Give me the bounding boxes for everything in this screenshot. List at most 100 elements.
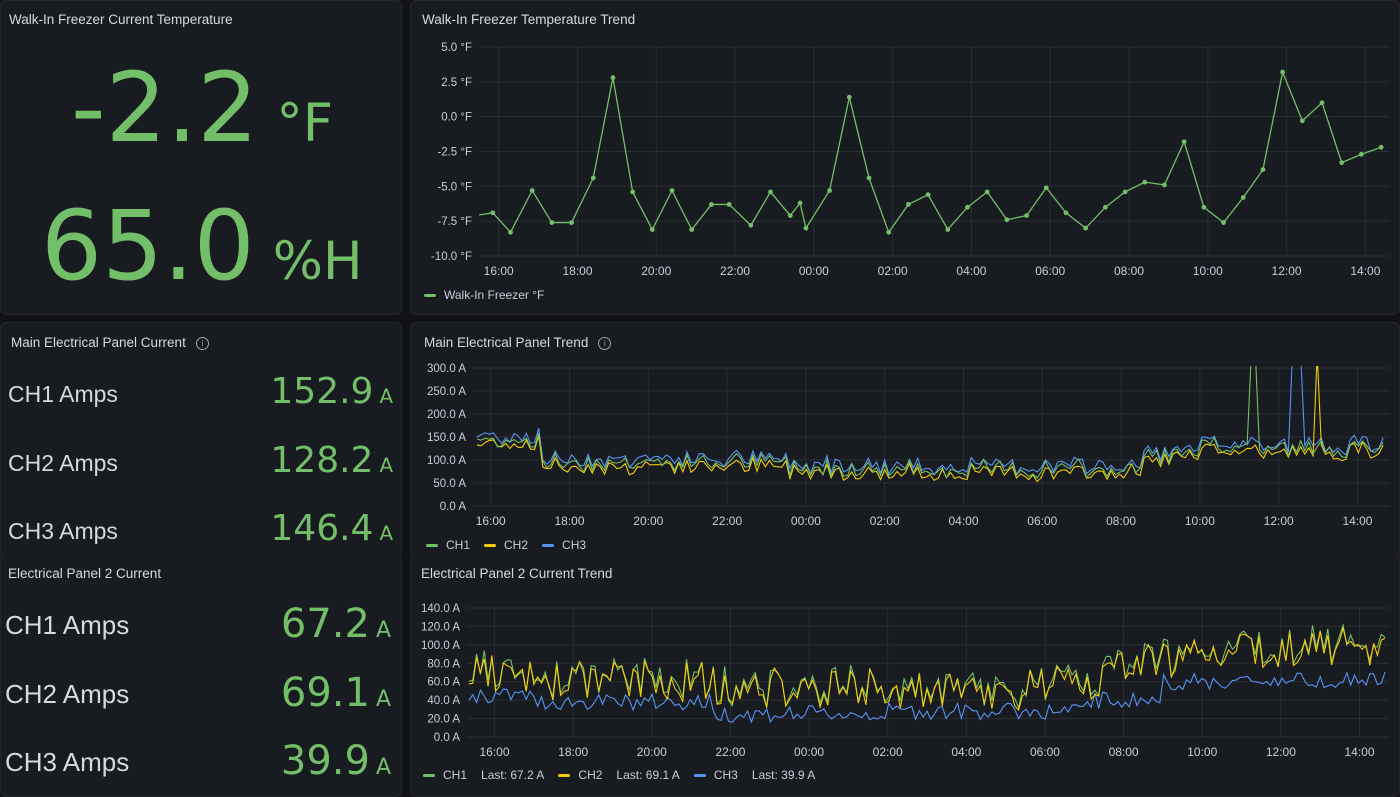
value-number: 39.9 (280, 738, 370, 784)
data-point (1063, 210, 1069, 216)
x-tick-label: 10:00 (1185, 514, 1215, 528)
legend-label: Walk-In Freezer °F (444, 288, 545, 302)
freezer-trend-panel: Walk-In Freezer Temperature Trend 5.0 °F… (410, 0, 1400, 315)
panel-title[interactable]: Main Electrical Panel Trend i (424, 335, 612, 350)
data-point (1004, 217, 1010, 223)
data-point (1359, 151, 1364, 157)
panel2-stat-panel: Electrical Panel 2 Current CH1 Amps 67.2… (0, 556, 402, 797)
data-point (1102, 204, 1108, 210)
panel-title[interactable]: Electrical Panel 2 Current Trend (421, 566, 613, 581)
x-tick-label: 04:00 (948, 514, 978, 528)
value-number: 152.9 (270, 371, 374, 412)
freezer-trend-chart[interactable]: 5.0 °F 2.5 °F 0.0 °F -2.5 °F -5.0 °F -7.5 °F -… (411, 1, 1400, 315)
data-point (1024, 213, 1029, 218)
x-tick-label: 08:00 (1114, 264, 1144, 278)
data-point (925, 192, 931, 198)
data-point (1181, 139, 1187, 145)
panel-title[interactable]: Main Electrical Panel Current i (11, 335, 209, 350)
data-point (748, 222, 754, 228)
main-panel-trend-chart[interactable]: 300.0 A 250.0 A 200.0 A 150.0 A 100.0 A 50.0 … (411, 323, 1400, 560)
y-tick-label: 140.0 A (421, 603, 460, 615)
data-point (1201, 204, 1207, 210)
data-point (1260, 167, 1266, 173)
legend-swatch (426, 543, 438, 547)
y-tick-label: 250.0 A (427, 386, 466, 398)
x-tick-label: 22:00 (712, 514, 742, 528)
humidity-number: 65.0 (41, 190, 255, 302)
chart-legend: CH1 CH2 CH3 (426, 538, 600, 552)
legend-swatch (484, 543, 497, 547)
legend-last-value: Last: 69.1 A (616, 768, 680, 782)
data-point (549, 220, 555, 225)
info-icon[interactable]: i (195, 337, 209, 350)
legend-last-value: Last: 67.2 A (481, 768, 545, 782)
x-tick-label: 00:00 (791, 514, 821, 528)
x-tick-label: 00:00 (799, 264, 829, 278)
data-point (1162, 182, 1167, 188)
freezer-humidity-value: 65.0 %H (41, 190, 363, 314)
legend-item-ch2[interactable]: CH2 Last: 69.1 A (558, 768, 680, 782)
legend-item-ch3[interactable]: CH3 Last: 39.9 A (693, 768, 815, 782)
data-point (508, 229, 513, 235)
series-line-ch3 (468, 671, 1386, 724)
chart-legend: Walk-In Freezer °F (424, 288, 558, 302)
legend-label: CH1 (446, 538, 471, 552)
data-point (1083, 225, 1089, 231)
plot-area (468, 623, 1386, 724)
x-tick-label: 22:00 (720, 264, 750, 278)
legend-item-ch3[interactable]: CH3 (542, 538, 586, 552)
x-tick-label: 08:00 (1109, 745, 1139, 759)
ch3-value: 39.9 A (281, 738, 391, 784)
y-tick-label: 5.0 °F (441, 42, 472, 54)
y-tick-label: 50.0 A (433, 478, 466, 490)
panel-title-text: Main Electrical Panel Trend (424, 335, 589, 350)
freezer-temperature-value: -2.2 °F (71, 53, 333, 179)
series-line-ch2 (476, 366, 1384, 483)
value-unit: A (375, 687, 391, 712)
panel-title[interactable]: Walk-In Freezer Temperature Trend (422, 12, 636, 27)
y-tick-label: 100.0 A (427, 455, 466, 467)
chart-legend: CH1 Last: 67.2 A CH2 Last: 69.1 A CH3 Last:… (423, 768, 829, 782)
data-point (965, 204, 970, 210)
legend-item-ch1[interactable]: CH1 Last: 67.2 A (423, 768, 544, 782)
x-tick-label: 00:00 (794, 745, 824, 759)
y-tick-label: -5.0 °F (437, 181, 472, 193)
data-point (905, 202, 911, 207)
y-tick-label: 100.0 A (421, 640, 460, 652)
panel-title[interactable]: Walk-In Freezer Current Temperature (9, 12, 233, 27)
y-tick-label: -10.0 °F (431, 251, 472, 263)
data-point (1043, 185, 1049, 191)
ch3-label: CH3 Amps (8, 518, 118, 544)
y-tick-label: 80.0 A (427, 658, 460, 670)
legend-item-freezer[interactable]: Walk-In Freezer °F (424, 288, 544, 302)
ch1-label: CH1 Amps (5, 610, 130, 640)
x-tick-label: 04:00 (951, 745, 981, 759)
legend-label: CH3 (562, 538, 587, 552)
x-tick-label: 14:00 (1342, 514, 1372, 528)
x-tick-label: 12:00 (1272, 264, 1302, 278)
x-tick-label: 20:00 (637, 745, 667, 759)
ch1-value: 152.9 A (270, 371, 393, 412)
x-tick-label: 08:00 (1106, 514, 1136, 528)
panel2-trend-chart[interactable]: 140.0 A 120.0 A 100.0 A 80.0 A 60.0 A 40.0 A 2… (411, 556, 1400, 797)
y-tick-label: 150.0 A (427, 432, 466, 444)
x-tick-label: 06:00 (1027, 514, 1057, 528)
y-tick-label: -7.5 °F (437, 216, 472, 228)
info-icon[interactable]: i (598, 337, 612, 350)
x-tick-label: 10:00 (1193, 264, 1223, 278)
legend-label: CH1 (443, 768, 468, 782)
freezer-stat-panel: Walk-In Freezer Current Temperature -2.2… (0, 0, 402, 315)
main-panel-stat-panel: Main Electrical Panel Current i CH1 Amps … (0, 322, 402, 560)
data-point (797, 200, 803, 206)
x-tick-label: 10:00 (1187, 745, 1217, 759)
data-point (768, 189, 773, 195)
data-point (1240, 195, 1246, 200)
series-line-ch1 (476, 366, 1384, 480)
legend-item-ch2[interactable]: CH2 (484, 538, 528, 552)
ch2-label: CH2 Amps (5, 679, 130, 709)
panel-title[interactable]: Electrical Panel 2 Current (8, 566, 162, 581)
data-point (827, 188, 833, 193)
legend-item-ch1[interactable]: CH1 (426, 538, 470, 552)
value-unit: A (375, 755, 391, 780)
data-point (1221, 220, 1226, 225)
